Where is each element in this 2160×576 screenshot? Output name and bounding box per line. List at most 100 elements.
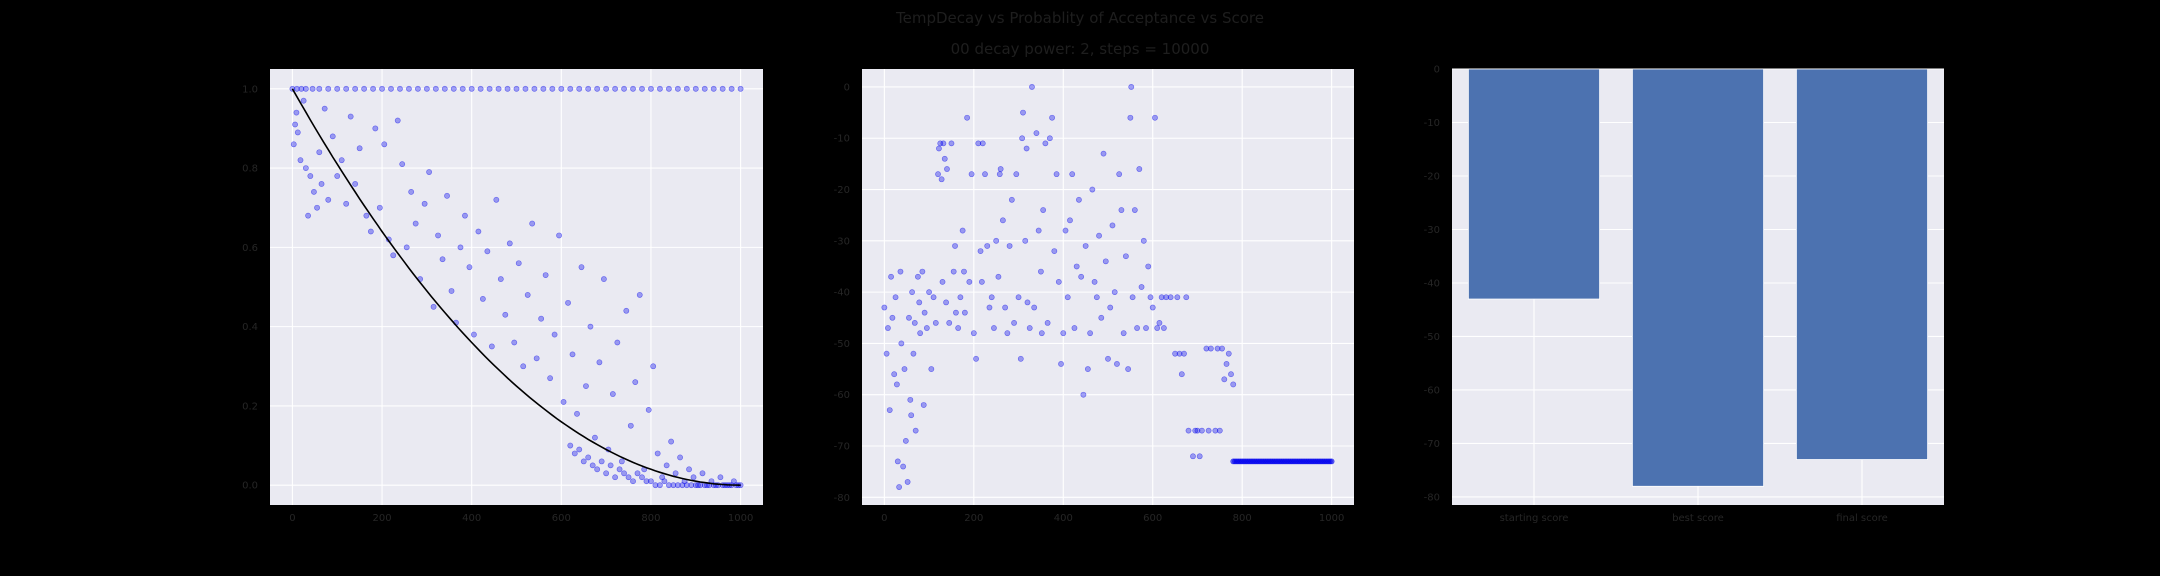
- data-point: [352, 85, 359, 92]
- data-point: [665, 482, 672, 489]
- data-point: [915, 273, 921, 280]
- data-point: [1051, 248, 1058, 254]
- data-point: [652, 482, 659, 489]
- y-tick-label: -80: [834, 493, 850, 504]
- y-tick-label: -80: [1424, 492, 1440, 503]
- data-point: [1002, 304, 1009, 311]
- data-point: [919, 268, 926, 275]
- data-point: [542, 272, 549, 279]
- data-point: [1221, 376, 1228, 383]
- data-point: [1178, 371, 1185, 378]
- data-point: [567, 442, 574, 449]
- x-tick-label: 400: [462, 513, 481, 524]
- data-point: [1078, 273, 1085, 280]
- data-point: [999, 217, 1006, 224]
- data-point: [459, 85, 466, 92]
- y-tick-label: 0.2: [242, 401, 258, 412]
- data-point: [484, 248, 491, 255]
- data-point: [921, 309, 928, 316]
- y-tick-label: -30: [834, 236, 850, 247]
- data-point: [421, 200, 428, 207]
- data-point: [448, 288, 455, 294]
- data-point: [290, 141, 297, 148]
- data-point: [1172, 350, 1178, 357]
- x-tick-label: 200: [964, 513, 983, 524]
- y-tick-label: -70: [834, 442, 850, 453]
- data-point: [565, 299, 571, 306]
- data-point: [1163, 294, 1170, 301]
- bar: [1632, 68, 1765, 487]
- data-point: [701, 85, 708, 92]
- data-point: [1122, 253, 1129, 260]
- data-point: [479, 295, 486, 302]
- data-point: [892, 294, 899, 301]
- data-point: [1114, 361, 1120, 367]
- data-point: [379, 85, 385, 92]
- data-point: [1147, 294, 1154, 301]
- y-tick-label: 0.8: [242, 164, 258, 175]
- data-point: [307, 173, 314, 179]
- data-point: [571, 450, 578, 457]
- data-point: [901, 366, 908, 372]
- score-scatter-plot: 0 200 400 600 800 1000 0 -10 -20 -30 -40 -50 -60 -70 -…: [834, 69, 1354, 524]
- data-point: [1015, 294, 1022, 301]
- data-point: [294, 129, 301, 136]
- data-point: [997, 166, 1004, 172]
- data-point: [1102, 258, 1109, 265]
- data-point: [486, 85, 493, 92]
- data-point: [1207, 345, 1214, 352]
- data-point: [603, 470, 610, 477]
- decay-curve: [291, 88, 741, 486]
- data-point: [639, 474, 645, 481]
- data-point: [946, 320, 953, 326]
- data-point: [717, 474, 724, 481]
- data-point: [471, 331, 477, 338]
- data-point: [1196, 453, 1203, 460]
- data-point: [625, 474, 632, 481]
- data-point: [1029, 84, 1035, 90]
- data-point: [938, 176, 945, 183]
- data-point: [1145, 263, 1152, 270]
- data-point: [654, 450, 661, 457]
- data-point: [1023, 145, 1030, 152]
- data-point: [1024, 299, 1031, 306]
- data-point: [441, 85, 448, 92]
- data-point: [683, 482, 690, 489]
- data-point: [435, 232, 441, 239]
- data-point: [423, 85, 430, 92]
- data-point: [502, 311, 509, 318]
- data-point: [1011, 320, 1017, 326]
- data-point: [657, 85, 663, 92]
- data-point: [1055, 278, 1062, 285]
- data-point: [468, 85, 475, 92]
- data-point: [886, 407, 893, 414]
- data-point: [621, 85, 627, 92]
- data-point: [1020, 109, 1026, 116]
- data-point: [648, 85, 654, 92]
- data-point: [540, 85, 547, 92]
- x-tick-label: 200: [372, 513, 391, 524]
- data-point: [576, 85, 583, 92]
- data-point: [1158, 294, 1165, 301]
- data-point: [1194, 427, 1201, 434]
- data-point: [668, 438, 675, 445]
- data-point: [1138, 284, 1145, 290]
- data-point: [1185, 427, 1192, 434]
- data-point: [978, 278, 985, 285]
- data-point: [302, 165, 309, 171]
- data-point: [1199, 427, 1205, 434]
- data-point: [690, 474, 697, 481]
- data-point: [450, 85, 457, 92]
- data-point: [533, 355, 540, 362]
- data-point: [293, 85, 300, 92]
- data-point: [618, 458, 625, 465]
- data-point: [549, 85, 556, 92]
- x-tick-label: 1000: [728, 513, 753, 524]
- data-point: [334, 173, 341, 179]
- data-point: [352, 181, 359, 187]
- data-point: [370, 85, 376, 92]
- data-point: [1105, 355, 1111, 362]
- data-point: [585, 454, 592, 461]
- data-point: [940, 140, 947, 147]
- data-point: [598, 458, 605, 465]
